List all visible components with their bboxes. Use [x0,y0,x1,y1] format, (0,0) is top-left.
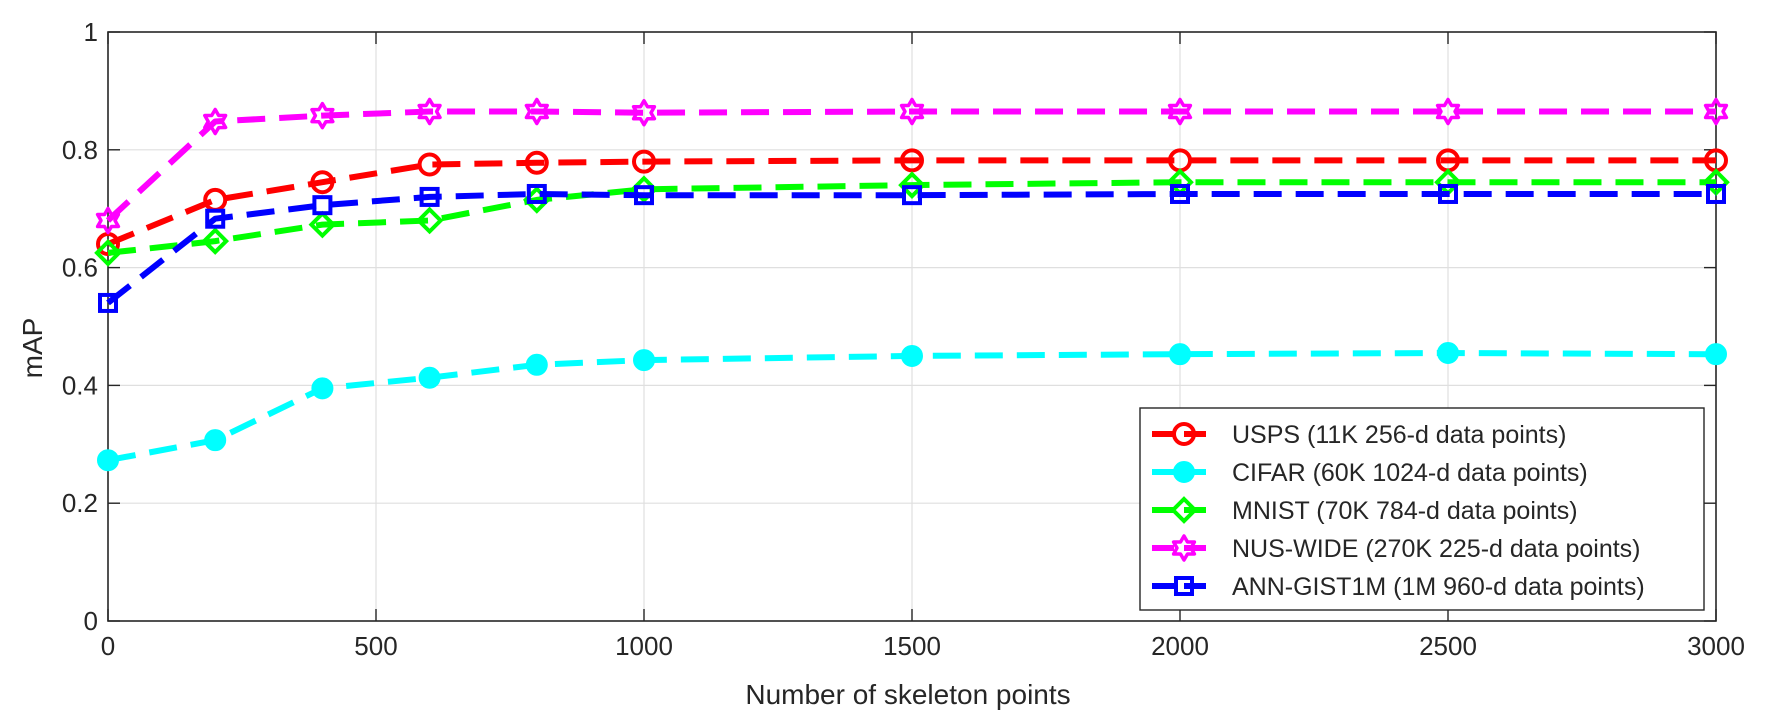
data-point [308,210,337,239]
series-line [106,157,1716,247]
series-line [107,350,1717,464]
y-axis-label: mAP [17,318,48,379]
data-point [902,185,922,206]
data-point [1706,183,1726,204]
data-point [1705,343,1727,366]
data-point [1703,97,1729,126]
x-tick-label: 500 [354,631,397,661]
data-point [634,185,654,206]
legend-swatch-marker [1171,534,1197,562]
data-point [899,97,925,126]
data-point [98,292,118,313]
legend-item: USPS (11K 256-d data points) [1152,421,1566,449]
series-5 [98,183,1726,313]
data-point [203,107,228,136]
data-point [310,170,335,195]
y-tick-label: 1 [84,17,98,47]
legend-label: CIFAR (60K 1024-d data points) [1232,459,1588,487]
legend-swatch-marker [1170,496,1198,524]
data-point [417,152,442,177]
series-4 [95,97,1729,235]
x-tick-label: 1000 [615,631,673,661]
y-tick-label: 0.2 [62,488,98,518]
legend-swatch-marker [1172,422,1196,446]
data-point [97,449,119,472]
y-tick-label: 0.6 [62,253,98,283]
data-point [1437,342,1459,365]
data-point [419,186,440,207]
x-tick-label: 1500 [883,631,941,661]
data-point [311,377,334,400]
data-point [204,429,227,452]
data-point [1169,343,1191,366]
x-tick-label: 0 [101,631,115,661]
series-1 [96,148,1728,257]
data-point [1435,97,1461,126]
data-point [632,149,656,174]
data-point [526,183,547,204]
data-point [312,195,333,216]
data-point [900,148,924,173]
data-point [418,366,441,389]
data-point [95,206,121,235]
legend-label: NUS-WIDE (270K 225-d data points) [1232,535,1641,563]
series-2 [97,342,1727,472]
data-point [524,97,549,126]
y-tick-label: 0.4 [62,370,98,400]
x-axis-label: Number of skeleton points [745,679,1070,710]
data-point [1167,97,1193,126]
data-point [901,344,923,367]
legend-item: ANN-GIST1M (1M 960-d data points) [1152,573,1645,601]
series-layer [94,97,1730,472]
series-line [106,191,1716,306]
legend-item: MNIST (70K 784-d data points) [1152,496,1578,525]
data-point [201,227,230,255]
y-tick-label: 0.8 [62,135,98,165]
axes: 0 500 1000 1500 2000 2500 3000 0 0.2 0.4 0.6 0.8 1 [62,17,1745,661]
x-tick-label: 2000 [1151,631,1209,661]
data-point [524,150,549,175]
grid [108,32,1716,621]
legend-swatch-marker [1174,576,1194,596]
data-point [1170,183,1190,204]
legend-item: CIFAR (60K 1024-d data points) [1152,459,1588,487]
data-point [205,208,226,229]
data-point [94,239,122,267]
data-point [310,101,335,130]
legend-swatch-marker [1173,461,1195,483]
legend: USPS (11K 256-d data points) CIFAR (60K 1… [1139,407,1705,611]
x-tick-label: 3000 [1687,631,1745,661]
y-tick-label: 0 [84,606,98,636]
legend-box [1139,407,1705,611]
data-point [631,98,657,127]
data-point [898,171,926,199]
legend-label: ANN-GIST1M (1M 960-d data points) [1232,573,1645,601]
data-point [633,349,655,372]
legend-label: MNIST (70K 784-d data points) [1232,497,1578,525]
legend-item: NUS-WIDE (270K 225-d data points) [1152,534,1641,563]
data-point [417,97,442,126]
legend-label: USPS (11K 256-d data points) [1232,421,1566,449]
series-line [105,108,1716,223]
data-point [1438,183,1458,204]
data-point [415,206,444,235]
x-tick-label: 2500 [1419,631,1477,661]
data-point [525,353,548,376]
